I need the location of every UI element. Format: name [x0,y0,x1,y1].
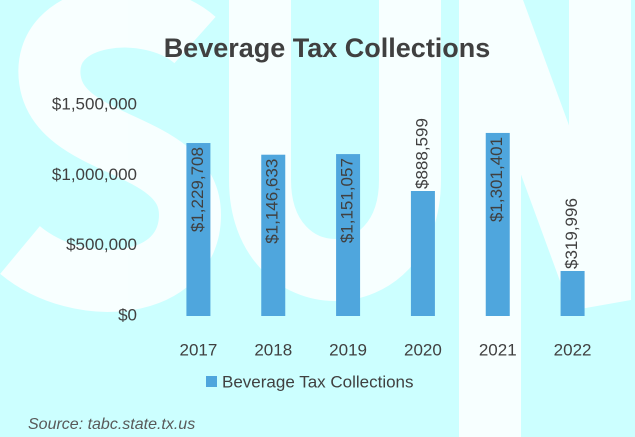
source-note: Source: tabc.state.tx.us [28,416,195,433]
bar [560,270,585,316]
data-label: $1,151,057 [338,158,357,243]
bar [410,191,435,316]
x-tick-label: 2017 [180,340,218,359]
x-tick-label: 2021 [479,340,517,359]
legend-swatch [206,376,217,387]
y-tick-label: $1,000,000 [52,165,137,184]
bar [261,154,286,316]
chart-title: Beverage Tax Collections [164,33,491,63]
data-label: $1,229,708 [188,147,207,232]
data-label: $888,599 [412,118,431,189]
y-tick-label: $500,000 [66,235,137,254]
y-tick-label: $0 [118,305,137,324]
x-tick-label: 2022 [554,340,592,359]
data-label: $1,301,401 [487,137,506,222]
bar [336,154,361,316]
legend-label: Beverage Tax Collections [222,372,414,391]
x-tick-label: 2018 [254,340,292,359]
x-tick-label: 2019 [329,340,367,359]
data-label: $1,146,633 [263,159,282,244]
bar [485,132,510,316]
y-tick-label: $1,500,000 [52,94,137,113]
bar [186,143,211,316]
x-tick-label: 2020 [404,340,442,359]
data-label: $319,996 [562,198,581,269]
